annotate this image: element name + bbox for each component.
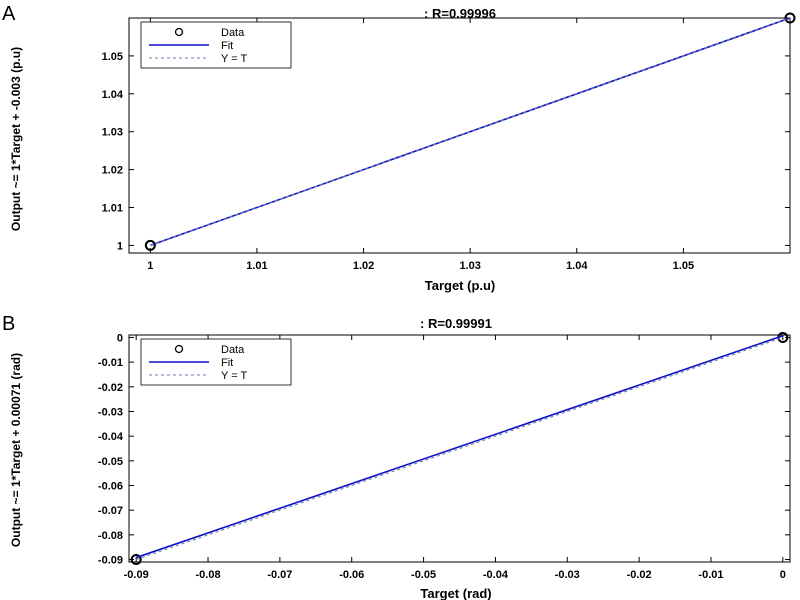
panel-letter-b: B [2,313,15,335]
legend-label-b-0: Data [221,344,245,356]
y-tick-label-b-5: -0.05 [98,456,123,468]
legend-label-a-2: Y = T [221,53,247,65]
chart-title-b: : R=0.99991 [420,316,492,331]
chart-title-a: : R=0.99996 [424,6,496,21]
panel-letter-a: A [2,3,16,25]
x-axis-label-a: Target (p.u) [425,278,496,293]
y-tick-label-a-4: 1.04 [102,89,124,101]
panel-a: A : R=0.99996 Target (p.u) Output ~= 1*T… [2,3,796,293]
x-tick-label-a-5: 1.05 [673,260,694,272]
x-tick-label-a-0: 1 [147,260,153,272]
y-axis-label-b: Output ~= 1*Target + 0.00071 (rad) [9,353,23,547]
y-tick-label-b-7: -0.07 [98,505,123,517]
x-tick-label-b-9: 0 [780,569,786,581]
y-tick-label-b-3: -0.03 [98,406,123,418]
x-axis-label-b: Target (rad) [420,586,491,600]
x-tick-label-a-3: 1.03 [459,260,480,272]
legend-marker-data-a [174,27,184,37]
x-tick-label-b-8: -0.01 [698,569,723,581]
x-tick-label-b-2: -0.07 [267,569,292,581]
series-line-a-identity [150,17,791,246]
x-tick-label-b-4: -0.05 [411,569,436,581]
y-tick-label-b-8: -0.08 [98,530,123,542]
x-tick-label-b-6: -0.03 [555,569,580,581]
y-tick-label-a-5: 1.05 [102,51,123,63]
legend-label-a-1: Fit [221,40,233,52]
x-tick-label-b-1: -0.08 [195,569,220,581]
y-tick-label-b-2: -0.02 [98,382,123,394]
y-tick-label-b-1: -0.01 [98,357,123,369]
y-tick-label-a-2: 1.02 [102,165,123,177]
x-tick-label-b-0: -0.09 [124,569,149,581]
panel-b: B : R=0.99991 Target (rad) Output ~= 1*T… [2,313,791,600]
series-line-b-fit [135,334,784,559]
y-tick-label-b-6: -0.06 [98,481,123,493]
x-tick-label-a-4: 1.04 [566,260,588,272]
y-tick-label-a-1: 1.01 [102,203,123,215]
data-point-a-0 [144,239,156,251]
data-point-a-1 [784,12,796,24]
y-tick-label-a-3: 1.03 [102,127,123,139]
legend-label-b-2: Y = T [221,370,247,382]
x-tick-label-a-1: 1.01 [246,260,267,272]
y-axis-label-a: Output ~= 1*Target + -0.003 (p.u) [9,47,23,231]
x-tick-label-b-3: -0.06 [339,569,364,581]
x-tick-label-b-7: -0.02 [627,569,652,581]
legend-label-b-1: Fit [221,357,233,369]
y-tick-label-a-0: 1 [117,240,123,252]
y-tick-label-b-9: -0.09 [98,555,123,567]
legend-label-a-0: Data [221,27,245,39]
x-tick-label-b-5: -0.04 [483,569,509,581]
x-tick-label-a-2: 1.02 [353,260,374,272]
y-tick-label-b-0: 0 [117,332,123,344]
y-tick-label-b-4: -0.04 [98,431,124,443]
data-point-b-0 [130,554,142,566]
legend-marker-data-b [174,344,184,354]
